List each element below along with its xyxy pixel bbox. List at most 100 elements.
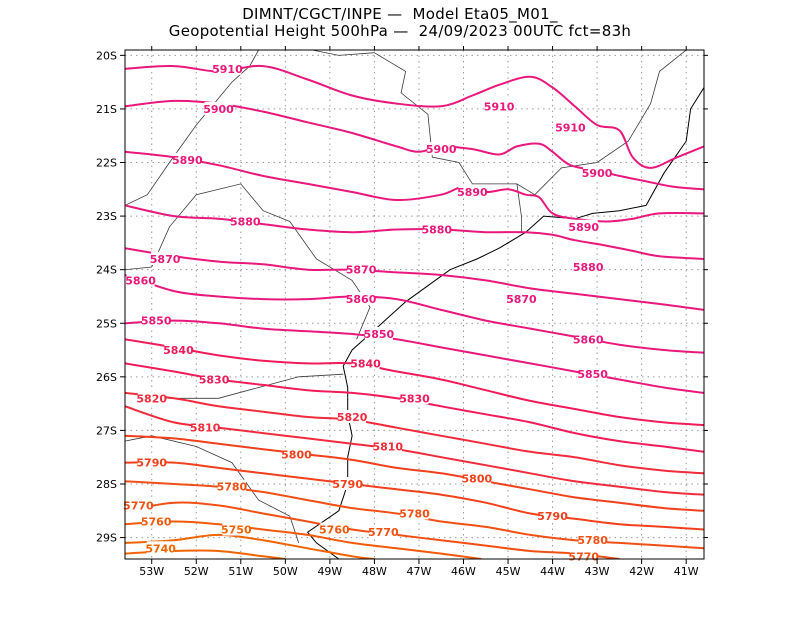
contour-label-bg xyxy=(578,367,607,381)
contour-label-bg xyxy=(574,259,603,273)
lat-tick-label: 22S xyxy=(96,157,117,170)
state-border xyxy=(312,50,375,56)
contour-line-5810 xyxy=(125,405,704,496)
contour-label-5830: 5830 xyxy=(399,392,430,405)
contour-label-5870: 5870 xyxy=(150,253,181,266)
contour-label-bg xyxy=(422,222,451,236)
contour-label-bg xyxy=(333,476,362,490)
contour-label-bg xyxy=(124,498,153,512)
contour-label-bg xyxy=(369,525,398,539)
contour-label-5850: 5850 xyxy=(577,368,608,381)
contour-label-bg xyxy=(364,326,393,340)
contour-label-5800: 5800 xyxy=(462,473,493,486)
contour-label-5760: 5760 xyxy=(319,524,350,537)
contour-line-5870 xyxy=(125,247,704,311)
contour-line-5840 xyxy=(125,338,704,427)
contour-label-5860: 5860 xyxy=(573,333,604,346)
contour-label-bg xyxy=(191,420,220,434)
contour-label-5800: 5800 xyxy=(281,449,312,462)
state-border xyxy=(125,183,371,340)
contour-line-5880 xyxy=(125,204,704,260)
lon-tick-label: 45W xyxy=(496,565,521,578)
contour-label-bg xyxy=(583,166,612,180)
lon-tick-label: 46W xyxy=(451,565,476,578)
lon-tick-label: 48W xyxy=(362,565,387,578)
contour-label-5770: 5770 xyxy=(123,499,154,512)
contour-line-5900 xyxy=(125,99,704,191)
contour-label-5900: 5900 xyxy=(426,143,457,156)
contour-line-5800 xyxy=(125,434,704,512)
contour-label-bg xyxy=(222,522,251,536)
contour-label-5820: 5820 xyxy=(337,411,368,424)
contour-label-5780: 5780 xyxy=(217,481,248,494)
contour-label-bg xyxy=(556,120,585,134)
contour-label-5870: 5870 xyxy=(346,264,377,277)
contour-line-5910 xyxy=(125,64,704,169)
contour-label-5840: 5840 xyxy=(350,357,381,370)
contour-label-bg xyxy=(373,439,402,453)
contour-label-5900: 5900 xyxy=(582,167,613,180)
lat-tick-label: 26S xyxy=(96,371,117,384)
contour-label-5770: 5770 xyxy=(568,550,599,563)
lon-tick-label: 43W xyxy=(585,565,610,578)
contour-label-5850: 5850 xyxy=(141,315,172,328)
contour-label-bg xyxy=(204,101,233,115)
contour-label-bg xyxy=(485,99,514,113)
contour-line-5850 xyxy=(125,319,704,394)
contour-line-5820 xyxy=(125,391,704,475)
contour-label-bg xyxy=(338,410,367,424)
contour-label-bg xyxy=(142,313,171,327)
lat-tick-label: 21S xyxy=(96,103,117,116)
contour-label-bg xyxy=(137,391,166,405)
contour-label-bg xyxy=(173,152,202,166)
contour-label-5850: 5850 xyxy=(364,328,395,341)
lat-tick-label: 20S xyxy=(96,49,117,62)
contour-label-bg xyxy=(320,522,349,536)
contour-label-5860: 5860 xyxy=(346,293,377,306)
contour-line-5760 xyxy=(125,520,482,559)
contour-layer xyxy=(125,64,704,559)
contour-label-5880: 5880 xyxy=(573,261,604,274)
title-block: DIMNT/CGCT/INPE — Model Eta05_M01_ Geopo… xyxy=(0,6,800,40)
lat-tick-label: 29S xyxy=(96,532,117,545)
contour-label-5900: 5900 xyxy=(203,103,234,116)
geography-layer xyxy=(125,50,704,559)
contour-label-5890: 5890 xyxy=(172,154,203,167)
contour-label-bg xyxy=(427,142,456,156)
contour-line-5750 xyxy=(125,533,375,559)
lon-tick-label: 53W xyxy=(139,565,164,578)
contour-label-5860: 5860 xyxy=(125,274,156,287)
contour-label-5790: 5790 xyxy=(136,457,167,470)
lat-tick-label: 28S xyxy=(96,478,117,491)
contour-label-bg xyxy=(538,509,567,523)
contour-label-bg xyxy=(569,219,598,233)
contour-label-5910: 5910 xyxy=(484,100,515,113)
contour-label-bg xyxy=(347,292,376,306)
lon-tick-label: 50W xyxy=(273,565,298,578)
lon-tick-label: 47W xyxy=(407,565,432,578)
lon-tick-label: 44W xyxy=(540,565,565,578)
title-line-1: DIMNT/CGCT/INPE — Model Eta05_M01_ xyxy=(242,5,558,23)
contour-label-bg xyxy=(164,343,193,357)
contour-label-bg xyxy=(462,471,491,485)
contour-label-5780: 5780 xyxy=(577,534,608,547)
lon-tick-label: 51W xyxy=(228,565,253,578)
state-border xyxy=(534,50,687,195)
contour-label-5830: 5830 xyxy=(199,374,230,387)
lon-tick-label: 49W xyxy=(317,565,342,578)
contour-label-bg xyxy=(146,541,175,555)
contour-label-5890: 5890 xyxy=(568,221,599,234)
lat-tick-label: 24S xyxy=(96,264,117,277)
contour-label-bg xyxy=(507,292,536,306)
contour-label-5870: 5870 xyxy=(506,293,537,306)
contour-line-5860 xyxy=(125,274,704,354)
contour-label-bg xyxy=(400,391,429,405)
lon-tick-label: 42W xyxy=(629,565,654,578)
contour-label-5880: 5880 xyxy=(421,223,452,236)
contour-label-bg xyxy=(578,533,607,547)
contour-label-5820: 5820 xyxy=(136,392,167,405)
lat-tick-label: 23S xyxy=(96,210,117,223)
contour-label-bg xyxy=(400,506,429,520)
state-border xyxy=(516,183,522,233)
